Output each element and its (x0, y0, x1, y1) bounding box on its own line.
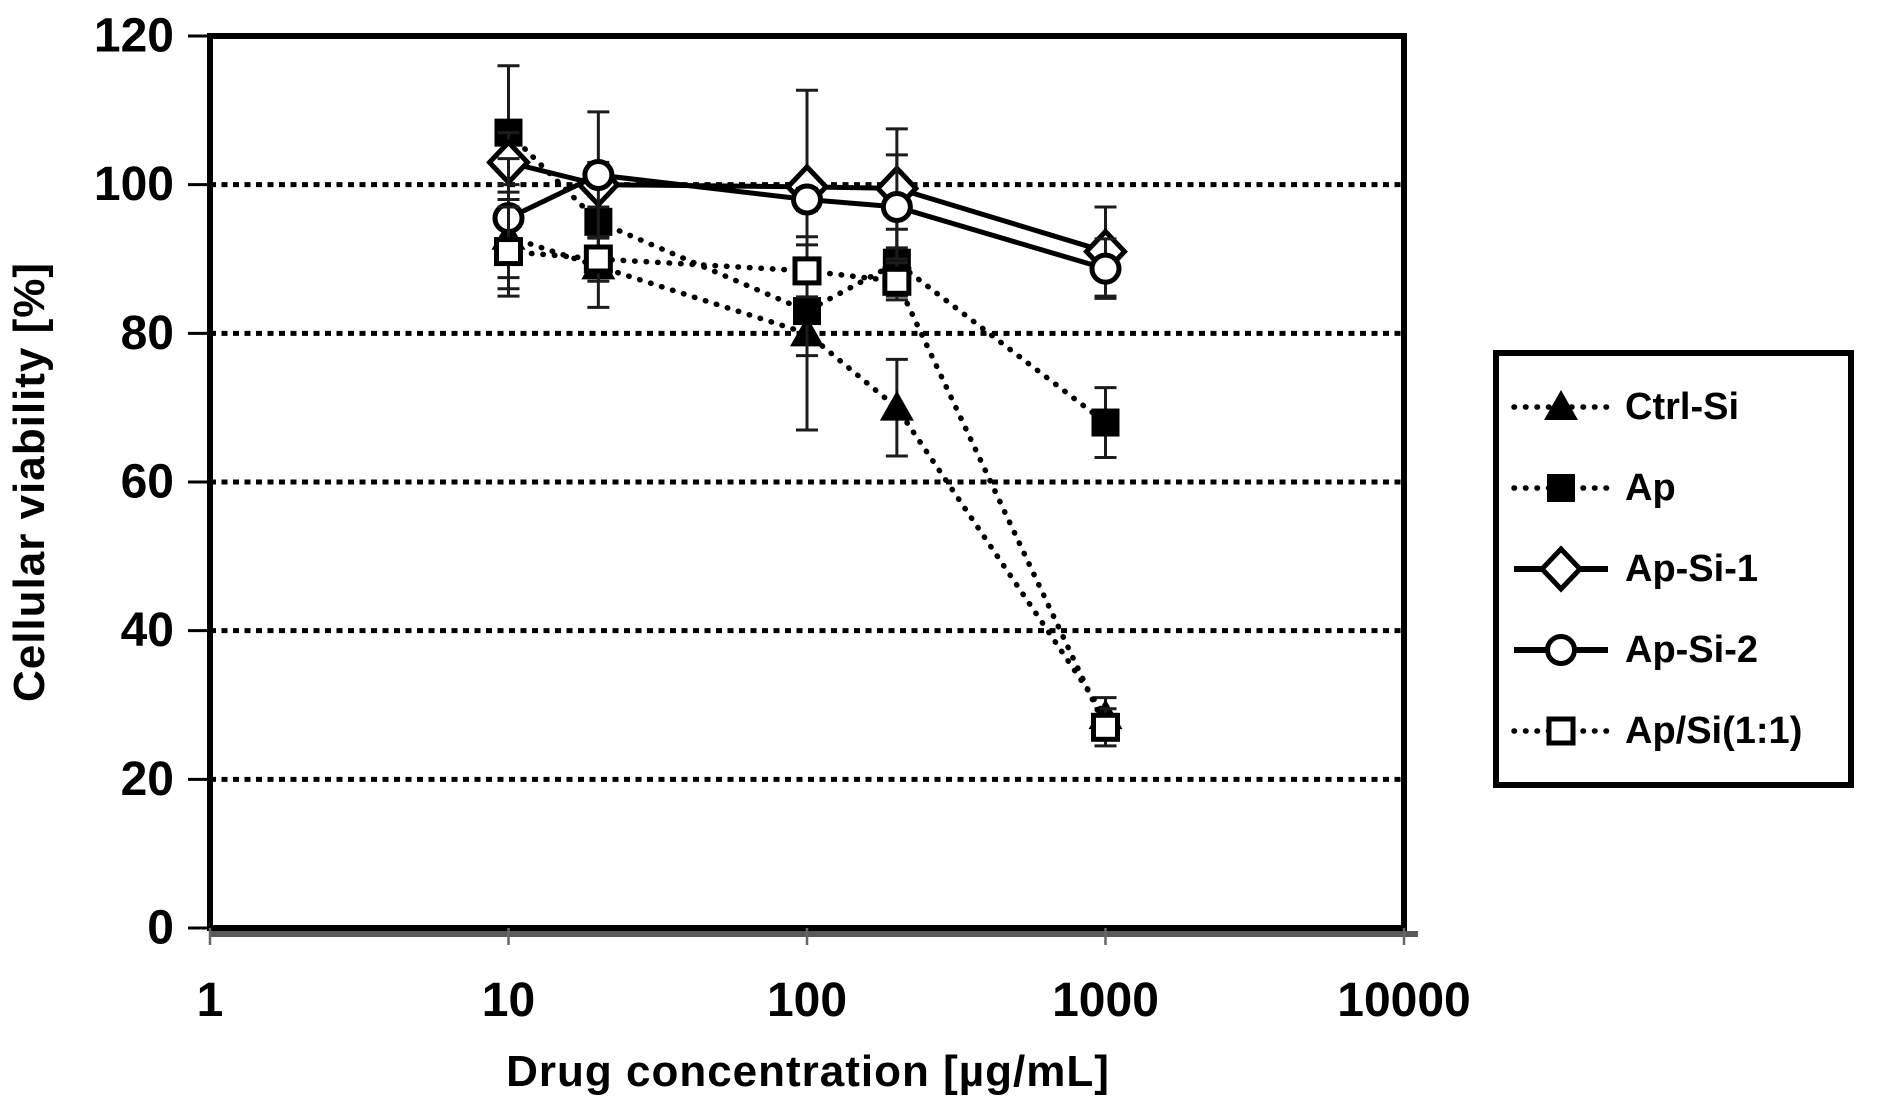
legend-label-ctrl-si: Ctrl-Si (1625, 385, 1739, 428)
ap-si-2-legend-glyph-icon (1514, 634, 1608, 667)
y-tick-label: 60 (121, 456, 174, 509)
marker-ap-si-2 (880, 190, 913, 223)
series-ap-si-1-1 (494, 205, 1120, 748)
marker-ctrl-si (879, 390, 914, 421)
ctrl-si-legend-glyph-icon (1511, 389, 1611, 420)
marker-ap-si-2 (1089, 252, 1122, 285)
marker-ap-si-2 (791, 183, 823, 216)
marker-ap (1091, 408, 1120, 437)
x-axis-title: Drug concentration [µg/mL] (506, 1047, 1110, 1096)
legend-item-ap: Ap (1511, 460, 1844, 516)
legend-label-ap: Ap (1625, 466, 1676, 509)
ap-si-1-1-legend-glyph-icon (1511, 716, 1611, 746)
legend-item-ap-si-2: Ap-Si-2 (1511, 622, 1844, 678)
x-tick-label: 100 (767, 974, 847, 1027)
marker-ctrl-si (1544, 389, 1578, 420)
series-ap-si-2 (492, 110, 1122, 300)
marker-ap-si-2 (1545, 634, 1577, 667)
marker-ap-si-2 (582, 159, 615, 192)
legend-item-ap-si-1-1: Ap/Si(1:1) (1511, 703, 1844, 759)
gridlines (210, 182, 1404, 782)
y-axis-ticks: 0 20 40 60 80 100 120 (94, 10, 210, 955)
ap-legend-glyph-icon (1511, 473, 1611, 502)
ap-si-1-legend-glyph-icon (1514, 545, 1608, 593)
legend-item-ap-si-1: Ap-Si-1 (1511, 541, 1844, 597)
marker-ap (793, 297, 821, 326)
x-tick-label: 10 (482, 974, 535, 1027)
x-tick-label: 10000 (1337, 974, 1470, 1027)
legend-item-ctrl-si: Ctrl-Si (1511, 379, 1844, 435)
error-bars-ap-si-1-1 (497, 205, 1117, 748)
marker-ap (1547, 473, 1575, 502)
x-tick-label: 1 (197, 974, 224, 1027)
x-tick-label: 1000 (1052, 974, 1159, 1027)
legend-label-ap-si-2: Ap-Si-2 (1625, 629, 1758, 672)
legend: Ctrl-Si Ap Ap-Si-1 Ap-Si-2 Ap/Si(1:1) (1493, 350, 1854, 788)
legend-label-ap-si-1-1: Ap/Si(1:1) (1625, 710, 1803, 753)
line-ap (505, 129, 1109, 426)
y-tick-label: 100 (94, 158, 174, 211)
y-tick-label: 20 (121, 753, 174, 806)
y-tick-label: 120 (94, 10, 174, 63)
marker-ap-si-1-1 (882, 266, 912, 296)
y-tick-label: 40 (121, 604, 174, 657)
marker-ap-si-1-1 (1546, 716, 1576, 746)
marker-ap-si-1-1 (792, 256, 822, 286)
marker-ap-si-1-1 (583, 244, 613, 274)
legend-label-ap-si-1: Ap-Si-1 (1625, 547, 1758, 590)
marker-ap-si-1-1 (1091, 712, 1120, 742)
y-tick-label: 80 (121, 307, 174, 360)
marker-ap-si-1 (1538, 545, 1584, 593)
y-tick-label: 0 (147, 902, 174, 955)
x-axis-ticks: 1 10 100 1000 10000 (197, 928, 1471, 1027)
marker-ap-si-1-1 (494, 237, 523, 267)
y-axis-title: Cellular viability [%] (5, 262, 54, 702)
line-ctrl-si (505, 233, 1109, 719)
